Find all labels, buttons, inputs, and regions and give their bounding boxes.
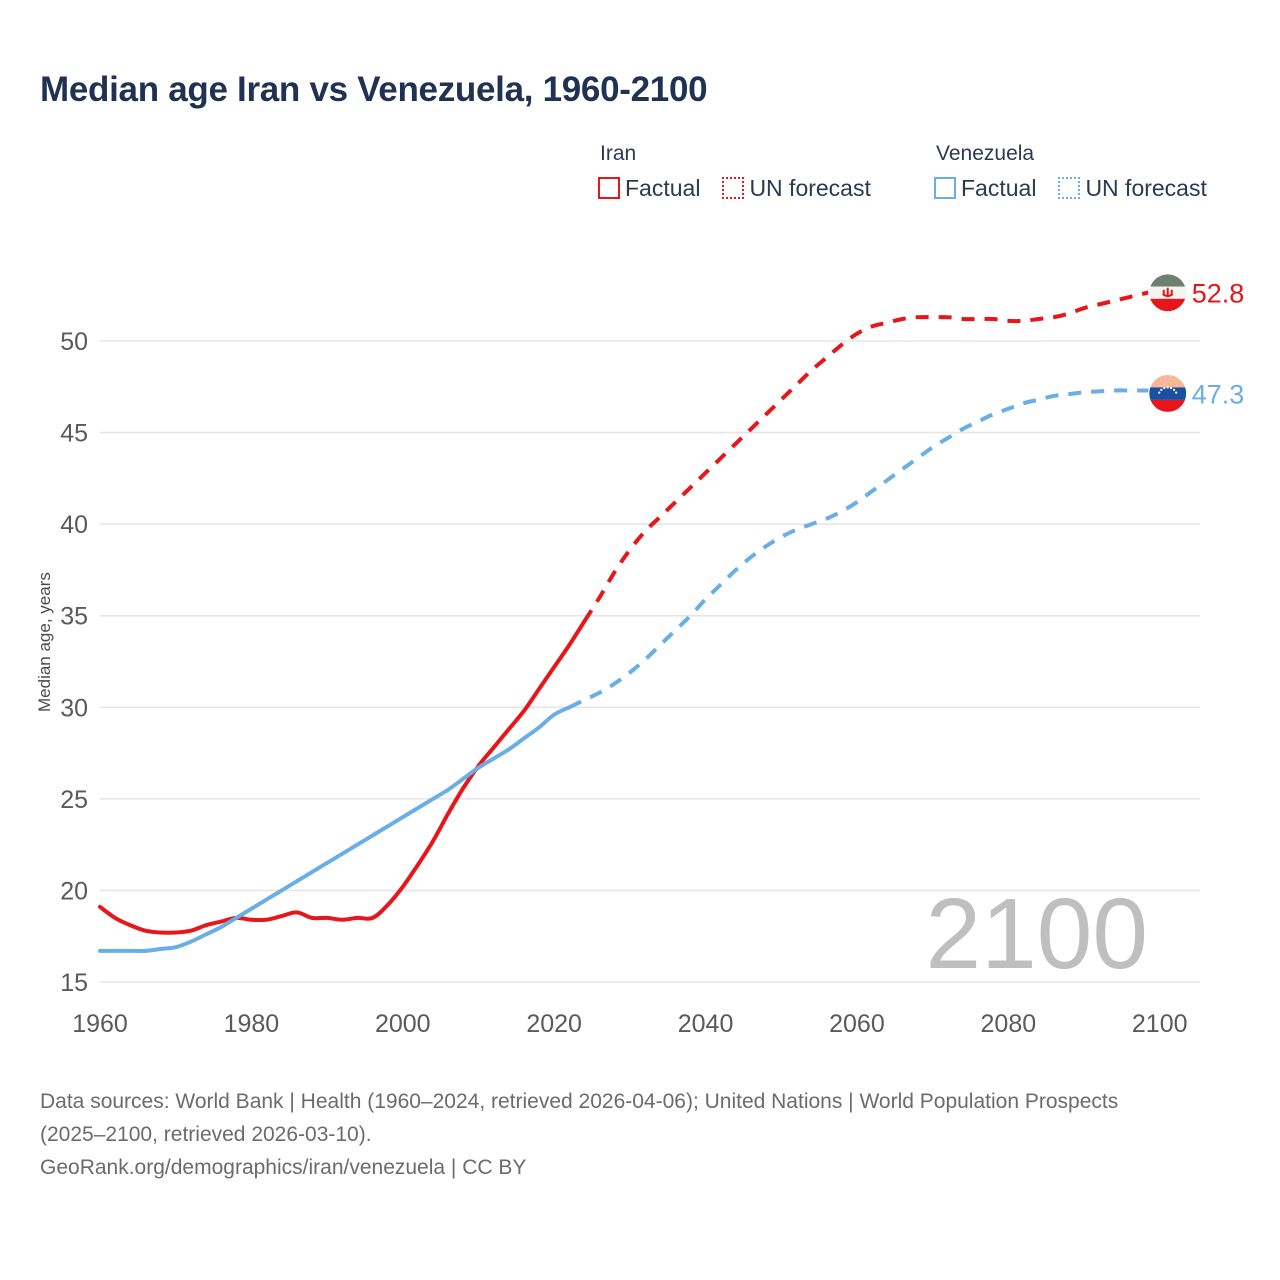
- footer-data-sources: Data sources: World Bank | Health (1960–…: [40, 1090, 1119, 1146]
- legend-entry-iran-forecast[interactable]: UN forecast: [722, 175, 871, 201]
- footer: Data sources: World Bank | Health (1960–…: [40, 1085, 1240, 1184]
- chart-legend: Iran Factual UN forecast Venezuela Factu…: [598, 142, 1258, 222]
- iran-end-value-label: 52.8: [1192, 279, 1245, 309]
- iran-flag-red-band: [1148, 298, 1187, 312]
- x-axis-tick-label: 2100: [1132, 1010, 1188, 1038]
- y-axis-tick-label: 15: [60, 969, 88, 997]
- venezuela-flag-yellow-band: [1148, 374, 1187, 388]
- legend-label-venezuela-factual: Factual: [961, 175, 1037, 201]
- legend-entry-venezuela-factual[interactable]: Factual: [934, 175, 1036, 201]
- series-line-factual-venezuela: [98, 705, 572, 954]
- x-axis-tick-label: 2080: [981, 1010, 1037, 1038]
- legend-country-venezuela: Venezuela: [936, 142, 1035, 165]
- legend-row-venezuela: Factual UN forecast: [934, 175, 1207, 201]
- x-axis-tick-label: 2060: [829, 1010, 885, 1038]
- x-axis-tick-label: 2040: [678, 1010, 734, 1038]
- y-axis-title: Median age, years: [35, 572, 54, 712]
- venezuela-flag-blue-band: [1148, 387, 1187, 400]
- iran-flag-ring: [1148, 273, 1188, 313]
- venezuela-flag-ring: [1148, 373, 1188, 414]
- page-title: Median age Iran vs Venezuela, 1960-2100: [40, 70, 708, 109]
- ytick-labels: 15 20 25 30 35 40 45 50: [60, 328, 88, 997]
- iran-flag-emblem-arc-icon: [1162, 293, 1174, 297]
- legend-group-iran: Iran Factual UN forecast: [598, 142, 871, 201]
- legend-entry-venezuela-forecast[interactable]: UN forecast: [1058, 175, 1207, 201]
- legend-swatch-dotted-icon: [722, 177, 745, 199]
- legend-entry-iran-factual[interactable]: Factual: [598, 175, 700, 201]
- y-axis-tick-label: 35: [60, 603, 88, 631]
- series-line-forecast-iran: [582, 287, 1161, 623]
- series-line-factual-iran: [98, 619, 587, 935]
- xtick-labels: 1960 1980 2000 2020 2040 2060 2080 2100: [72, 1010, 1187, 1038]
- y-axis-tick-label: 20: [60, 877, 88, 905]
- iran-flag-marker: [1148, 273, 1188, 313]
- series-lines: [98, 287, 1161, 954]
- legend-country-iran: Iran: [600, 142, 637, 165]
- x-axis-tick-label: 1980: [224, 1010, 280, 1038]
- y-axis-tick-label: 50: [60, 328, 88, 356]
- legend-group-venezuela: Venezuela Factual UN forecast: [934, 142, 1207, 201]
- venezuela-flag-stars-icon: [1158, 386, 1178, 394]
- x-axis-tick-label: 1960: [72, 1010, 128, 1038]
- venezuela-end-value-label: 47.3: [1192, 379, 1245, 409]
- footer-attribution[interactable]: GeoRank.org/demographics/iran/venezuela …: [40, 1156, 527, 1179]
- iran-flag-green-band: [1148, 273, 1187, 287]
- y-axis-tick-label: 30: [60, 694, 88, 722]
- legend-swatch-dotted-icon: [1058, 177, 1081, 199]
- venezuela-flag-marker: [1148, 373, 1188, 414]
- legend-label-venezuela-forecast: UN forecast: [1085, 175, 1207, 201]
- year-watermark: 2100: [926, 878, 1148, 990]
- gridlines: [100, 340, 1200, 983]
- y-axis-tick-label: 40: [60, 511, 88, 539]
- legend-swatch-solid-icon: [934, 177, 956, 199]
- legend-label-iran-forecast: UN forecast: [749, 175, 871, 201]
- y-axis-tick-label: 25: [60, 786, 88, 814]
- legend-label-iran-factual: Factual: [625, 175, 701, 201]
- x-axis-tick-label: 2020: [526, 1010, 582, 1038]
- x-axis-tick-label: 2000: [375, 1010, 431, 1038]
- legend-swatch-solid-icon: [598, 177, 620, 199]
- series-line-forecast-venezuela: [568, 388, 1160, 710]
- legend-row-iran: Factual UN forecast: [598, 175, 871, 201]
- y-axis-tick-label: 45: [60, 420, 88, 448]
